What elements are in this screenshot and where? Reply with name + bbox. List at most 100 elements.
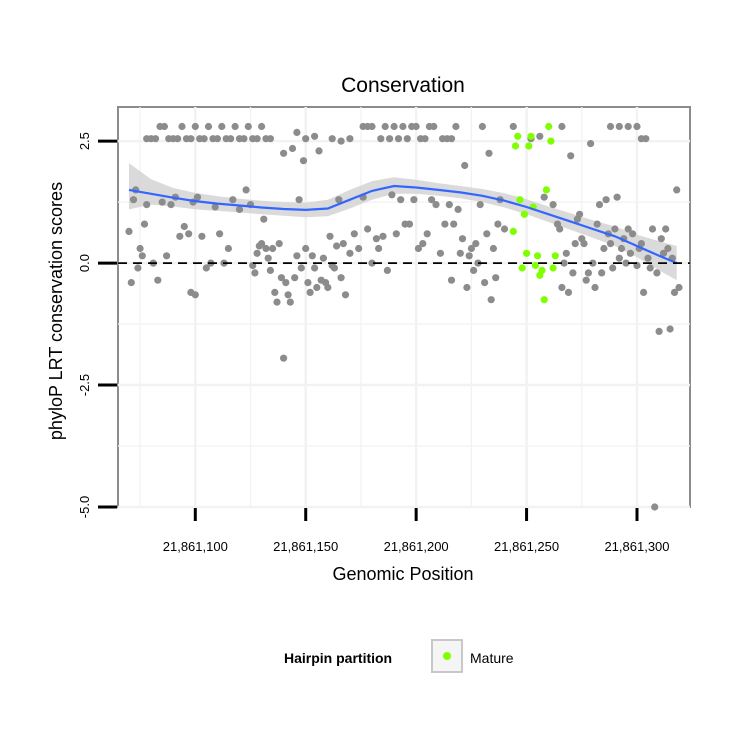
other-point bbox=[606, 240, 615, 248]
x-tick-label: 21,861,200 bbox=[384, 539, 449, 554]
other-point bbox=[291, 274, 299, 282]
other-point bbox=[364, 225, 372, 233]
other-point bbox=[492, 274, 500, 282]
other-point bbox=[288, 144, 297, 153]
other-point bbox=[399, 122, 407, 131]
mature-point bbox=[531, 261, 540, 270]
other-point bbox=[447, 276, 456, 284]
other-point bbox=[564, 288, 573, 296]
other-point bbox=[235, 205, 244, 213]
other-point bbox=[280, 149, 288, 157]
chart-title: Conservation bbox=[341, 74, 465, 97]
other-point bbox=[193, 193, 202, 201]
other-point bbox=[375, 244, 383, 253]
mature-point bbox=[545, 122, 553, 131]
other-point bbox=[136, 244, 144, 253]
other-point bbox=[368, 122, 376, 131]
other-point bbox=[377, 135, 385, 143]
other-point bbox=[613, 193, 621, 201]
other-point bbox=[560, 259, 568, 267]
other-point bbox=[441, 220, 449, 228]
other-point bbox=[642, 135, 650, 143]
other-point bbox=[216, 230, 224, 238]
other-point bbox=[626, 249, 635, 257]
other-point bbox=[231, 122, 239, 131]
other-point bbox=[386, 135, 394, 143]
mature-point bbox=[514, 132, 522, 140]
other-point bbox=[277, 274, 285, 282]
other-point bbox=[280, 354, 288, 362]
other-point bbox=[567, 152, 575, 160]
other-point bbox=[311, 132, 319, 140]
other-point bbox=[127, 279, 135, 287]
other-point bbox=[655, 327, 663, 335]
other-point bbox=[470, 266, 478, 274]
x-tick-label: 21,861,250 bbox=[494, 539, 559, 554]
mature-point bbox=[520, 210, 529, 218]
other-point bbox=[282, 279, 290, 287]
other-point bbox=[556, 225, 564, 233]
other-point bbox=[251, 269, 259, 277]
other-point bbox=[662, 225, 670, 233]
other-point bbox=[264, 254, 272, 262]
other-point bbox=[330, 264, 338, 272]
mature-point bbox=[542, 186, 551, 194]
other-point bbox=[224, 244, 232, 253]
mature-point bbox=[547, 137, 555, 145]
other-point bbox=[558, 122, 566, 131]
other-point bbox=[319, 254, 327, 262]
other-point bbox=[266, 135, 274, 143]
other-point bbox=[562, 249, 570, 257]
other-point bbox=[304, 279, 312, 287]
other-point bbox=[302, 244, 310, 253]
other-point bbox=[151, 135, 160, 143]
other-point bbox=[335, 196, 343, 204]
other-point bbox=[472, 240, 480, 248]
smooth-line-layer bbox=[128, 184, 678, 265]
other-point bbox=[253, 249, 261, 257]
other-point bbox=[227, 135, 235, 143]
other-point bbox=[653, 269, 661, 277]
other-point bbox=[606, 122, 615, 131]
other-point bbox=[494, 220, 502, 228]
mature-point bbox=[527, 132, 535, 140]
mature-point bbox=[511, 142, 520, 150]
other-point bbox=[262, 244, 270, 253]
other-point bbox=[154, 276, 162, 284]
other-point bbox=[432, 201, 440, 209]
other-point bbox=[576, 210, 584, 218]
other-point bbox=[286, 298, 294, 306]
mature-point bbox=[551, 252, 559, 260]
other-point bbox=[368, 259, 376, 267]
other-point bbox=[125, 227, 133, 235]
other-point bbox=[611, 225, 619, 233]
other-point bbox=[244, 122, 252, 131]
legend-title: Hairpin partition bbox=[284, 650, 392, 666]
y-tick-label: 2.5 bbox=[77, 132, 92, 150]
other-point bbox=[176, 232, 184, 240]
other-point bbox=[253, 135, 261, 143]
other-point bbox=[324, 283, 332, 292]
other-point bbox=[311, 264, 319, 272]
other-point bbox=[580, 240, 588, 248]
other-point bbox=[392, 230, 400, 238]
other-point bbox=[602, 196, 610, 204]
other-point bbox=[328, 135, 336, 143]
other-point bbox=[299, 157, 308, 165]
other-point bbox=[138, 252, 146, 260]
other-point bbox=[200, 135, 208, 143]
other-point bbox=[295, 196, 303, 204]
other-point bbox=[549, 201, 557, 209]
other-point bbox=[595, 201, 604, 209]
other-point bbox=[337, 137, 345, 145]
other-point bbox=[394, 135, 403, 143]
mature-point bbox=[540, 296, 548, 304]
other-point bbox=[211, 203, 219, 211]
other-point bbox=[666, 325, 674, 333]
other-point bbox=[467, 244, 475, 253]
x-tick-label: 21,861,100 bbox=[163, 539, 228, 554]
other-point bbox=[372, 235, 380, 243]
other-point bbox=[478, 122, 486, 131]
x-tick-label: 21,861,300 bbox=[604, 539, 669, 554]
other-point bbox=[629, 230, 637, 238]
